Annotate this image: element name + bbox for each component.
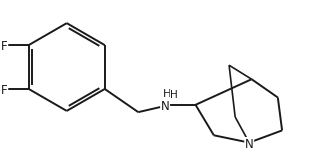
Text: N: N: [161, 100, 169, 113]
Text: H: H: [170, 90, 178, 100]
Text: F: F: [1, 84, 8, 97]
Text: N: N: [245, 138, 254, 151]
Text: F: F: [1, 40, 8, 53]
Text: H: H: [163, 89, 172, 99]
